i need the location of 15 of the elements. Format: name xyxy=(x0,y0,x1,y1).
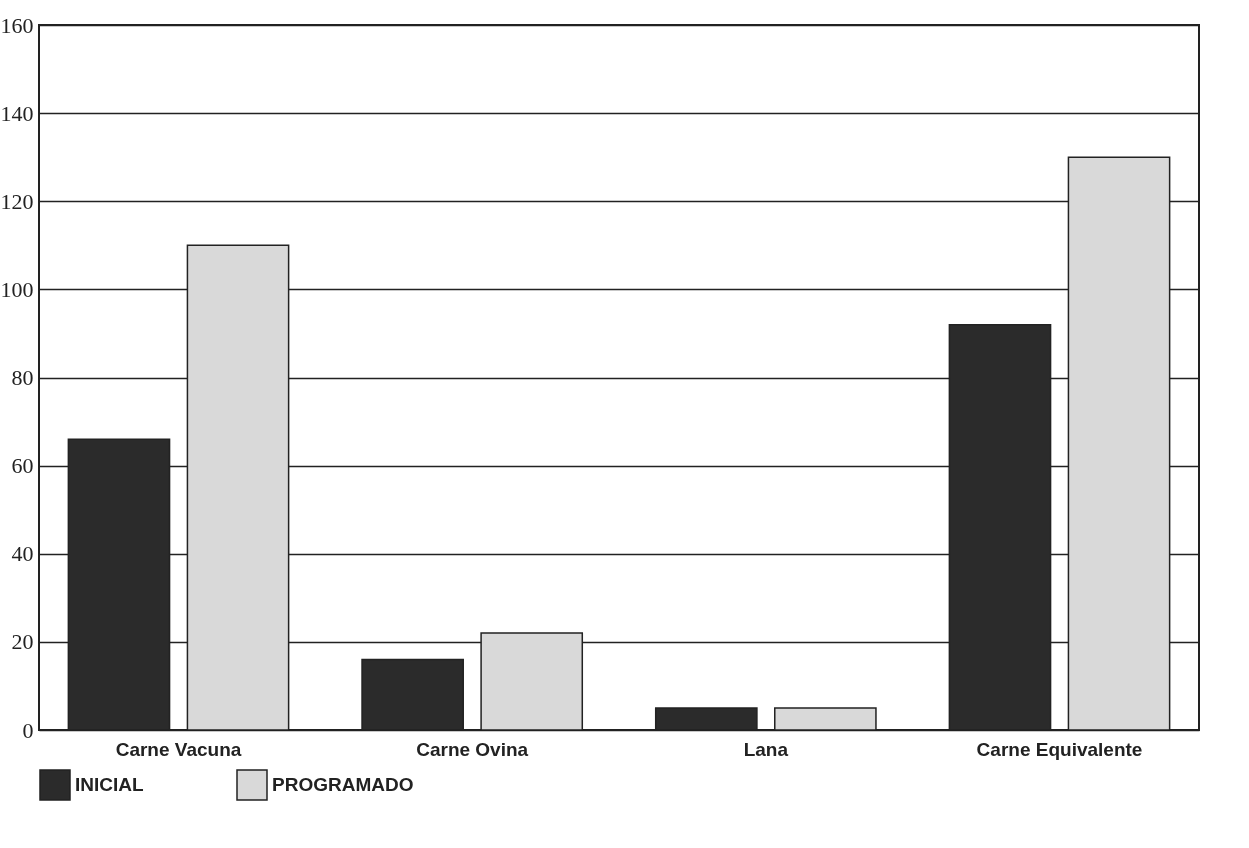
y-tick-label: 100 xyxy=(0,276,34,302)
y-tick-label: 140 xyxy=(0,100,34,126)
x-tick-label: Carne Vacuna xyxy=(115,738,242,760)
x-tick-label: Lana xyxy=(743,738,789,760)
legend-label: INICIAL xyxy=(75,774,144,795)
y-tick-label: 120 xyxy=(0,188,34,214)
y-tick-label: 20 xyxy=(11,629,34,655)
y-tick-label: 60 xyxy=(11,453,34,479)
y-tick-label: 160 xyxy=(0,12,34,38)
legend-label: PROGRAMADO xyxy=(272,774,414,795)
y-tick-label: 0 xyxy=(22,717,34,743)
y-tick-label: 80 xyxy=(11,365,34,390)
x-tick-label: Carne Ovina xyxy=(416,738,529,760)
y-tick-label: 40 xyxy=(11,541,34,567)
x-tick-label: Carne Equivalente xyxy=(976,738,1143,760)
